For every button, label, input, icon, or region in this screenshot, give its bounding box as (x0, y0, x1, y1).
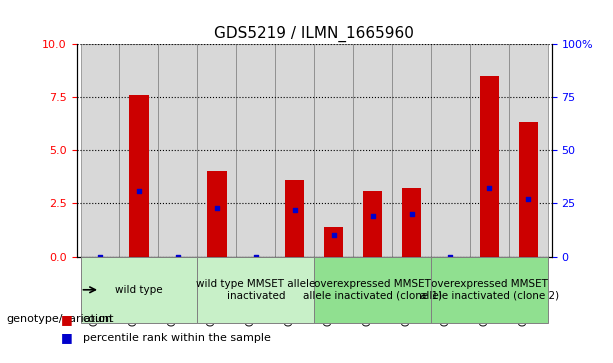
Bar (324, 227, 343, 257)
Text: ■: ■ (61, 331, 73, 344)
Point (95, 254, 105, 260)
FancyBboxPatch shape (353, 44, 392, 257)
FancyBboxPatch shape (314, 44, 353, 257)
Text: GSM1395241: GSM1395241 (324, 261, 333, 326)
Bar (479, 76, 499, 257)
Point (524, 196, 533, 202)
Point (173, 254, 183, 260)
FancyBboxPatch shape (236, 44, 275, 257)
FancyBboxPatch shape (158, 44, 197, 257)
Text: GSM1395246: GSM1395246 (519, 261, 528, 326)
FancyBboxPatch shape (509, 44, 548, 257)
FancyBboxPatch shape (197, 257, 314, 323)
Text: overexpressed MMSET
allele inactivated (clone 2): overexpressed MMSET allele inactivated (… (420, 279, 559, 301)
Text: ■: ■ (61, 313, 73, 326)
FancyBboxPatch shape (314, 257, 431, 323)
Point (251, 254, 261, 260)
Text: GSM1395244: GSM1395244 (441, 261, 451, 326)
Title: GDS5219 / ILMN_1665960: GDS5219 / ILMN_1665960 (214, 26, 414, 42)
Point (406, 211, 416, 217)
Point (484, 185, 494, 191)
Point (290, 207, 300, 213)
FancyBboxPatch shape (470, 44, 509, 257)
Text: GSM1395237: GSM1395237 (168, 261, 178, 326)
Bar (519, 122, 538, 257)
Point (368, 213, 378, 219)
Text: GSM1395235: GSM1395235 (90, 261, 100, 326)
Text: GSM1395236: GSM1395236 (129, 261, 139, 326)
Bar (207, 171, 227, 257)
FancyBboxPatch shape (80, 257, 197, 323)
Text: GSM1395239: GSM1395239 (246, 261, 256, 326)
Bar (285, 180, 305, 257)
Bar (402, 188, 421, 257)
Point (329, 232, 338, 238)
Text: GSM1395243: GSM1395243 (402, 261, 411, 326)
Text: GSM1395240: GSM1395240 (284, 261, 295, 326)
FancyBboxPatch shape (80, 44, 120, 257)
FancyBboxPatch shape (431, 44, 470, 257)
Text: GSM1395238: GSM1395238 (207, 261, 217, 326)
Text: count: count (83, 314, 114, 325)
FancyBboxPatch shape (275, 44, 314, 257)
Text: genotype/variation: genotype/variation (6, 314, 112, 325)
Text: wild type: wild type (115, 285, 162, 295)
Text: GSM1395242: GSM1395242 (362, 261, 373, 326)
Point (134, 188, 144, 193)
Text: overexpressed MMSET
allele inactivated (clone 1): overexpressed MMSET allele inactivated (… (303, 279, 442, 301)
Bar (363, 191, 383, 257)
FancyBboxPatch shape (392, 44, 431, 257)
Text: wild type MMSET allele
inactivated: wild type MMSET allele inactivated (196, 279, 316, 301)
FancyBboxPatch shape (120, 44, 158, 257)
FancyBboxPatch shape (431, 257, 548, 323)
Text: percentile rank within the sample: percentile rank within the sample (83, 333, 270, 343)
Bar (129, 95, 149, 257)
Point (212, 205, 222, 211)
Text: GSM1395245: GSM1395245 (479, 261, 489, 326)
FancyBboxPatch shape (197, 44, 236, 257)
Point (446, 254, 455, 260)
